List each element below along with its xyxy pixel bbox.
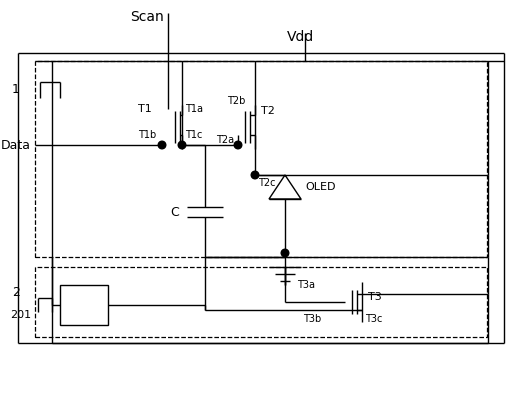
Text: T2: T2 [261,106,275,116]
Text: T3: T3 [368,292,382,302]
Circle shape [251,171,259,179]
Bar [35,267,487,337]
Bar [35,61,487,257]
Text: T1c: T1c [185,130,203,140]
Bar [60,285,108,325]
Text: T1a: T1a [185,104,203,114]
Circle shape [234,141,242,149]
Circle shape [178,141,186,149]
Text: T3c: T3c [365,314,383,324]
Text: T3b: T3b [303,314,321,324]
Text: Data: Data [1,139,31,152]
Circle shape [281,249,289,257]
Text: T1b: T1b [138,130,156,140]
Text: T2a: T2a [216,135,234,145]
Text: 1: 1 [12,83,20,96]
Text: Scan: Scan [130,10,164,24]
Text: OLED: OLED [305,182,336,192]
Text: T2c: T2c [258,178,276,188]
Text: T3a: T3a [297,280,315,290]
Text: C: C [170,205,179,218]
Text: Vdd: Vdd [287,30,314,44]
Circle shape [158,141,166,149]
Text: 2: 2 [12,286,20,299]
Text: T2b: T2b [227,96,245,106]
Text: 201: 201 [10,310,31,320]
Text: T1: T1 [138,104,152,114]
